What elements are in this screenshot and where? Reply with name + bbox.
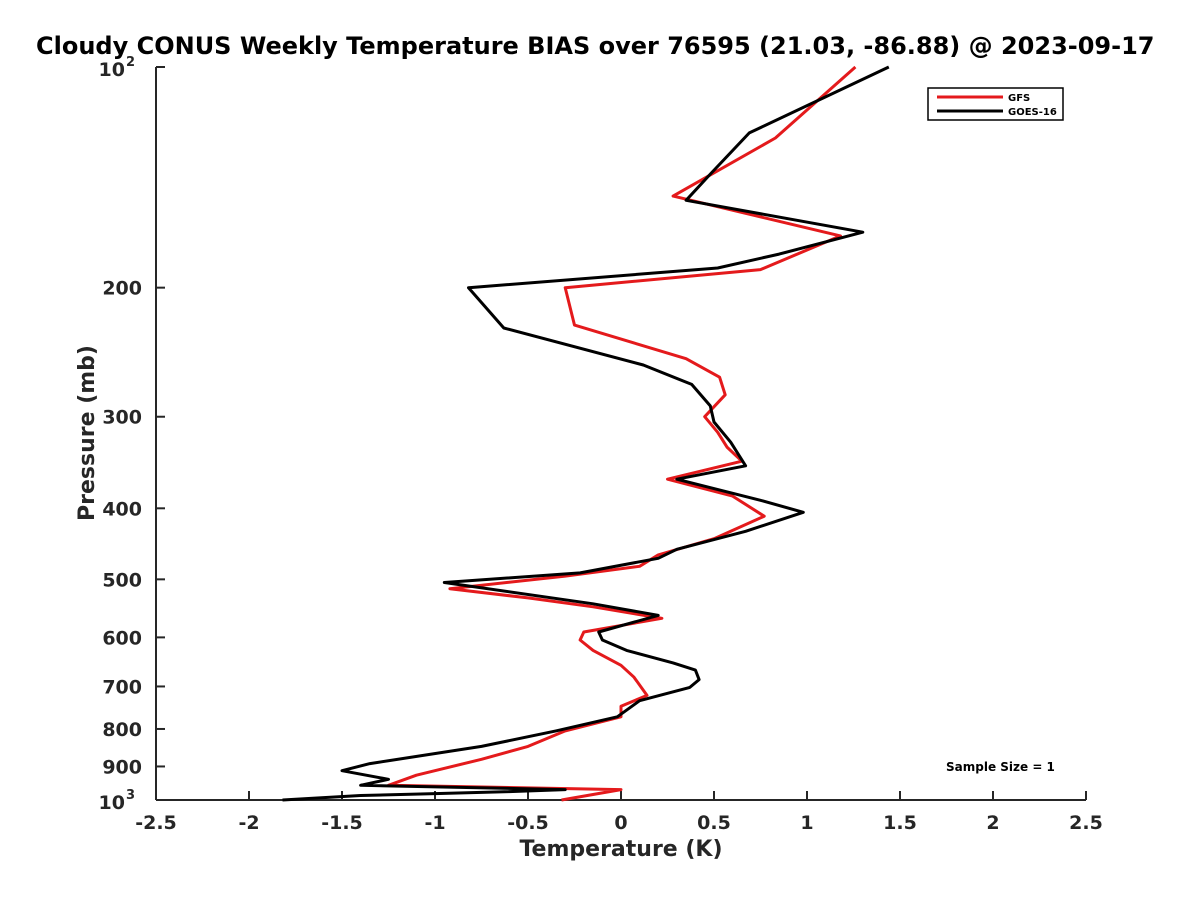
y-tick-label: 300 xyxy=(102,407,142,429)
y-tick-label: 500 xyxy=(102,569,142,591)
x-tick-label: 2.5 xyxy=(1069,812,1103,834)
y-tick-label: 400 xyxy=(102,498,142,520)
x-tick-label: 0 xyxy=(614,812,627,834)
legend: GFS GOES-16 xyxy=(927,87,1064,121)
legend-gfs-label: GFS xyxy=(1008,93,1030,104)
y-tick-label-base: 10 xyxy=(99,792,125,814)
x-tick-label: 0.5 xyxy=(697,812,731,834)
x-tick-label: -0.5 xyxy=(507,812,549,834)
y-tick-label: 900 xyxy=(102,756,142,778)
y-tick-label-base: 10 xyxy=(99,59,125,81)
y-tick-label-exponent: 3 xyxy=(126,788,135,803)
x-tick-label: 1.5 xyxy=(883,812,917,834)
x-tick-label: -2 xyxy=(238,812,259,834)
legend-box xyxy=(927,87,1064,121)
series-group xyxy=(282,65,890,802)
y-tick-label: 200 xyxy=(102,278,142,300)
x-tick-label: 2 xyxy=(986,812,999,834)
legend-goes16-label: GOES-16 xyxy=(1008,107,1057,118)
x-tick-label: -1.5 xyxy=(321,812,363,834)
x-tick-label: -1 xyxy=(424,812,445,834)
y-tick-label: 800 xyxy=(102,719,142,741)
sample-size-annotation: Sample Size = 1 xyxy=(946,760,1055,774)
y-tick-label: 600 xyxy=(102,627,142,649)
x-tick-label: -2.5 xyxy=(135,812,177,834)
chart-title: Cloudy CONUS Weekly Temperature BIAS ove… xyxy=(36,32,1154,60)
x-axis-label: Temperature (K) xyxy=(519,837,722,862)
x-ticks: -2.5 -2 -1.5 -1 -0.5 0 0.5 1 1.5 2 2.5 xyxy=(135,791,1103,834)
series-line-goes16 xyxy=(282,65,890,802)
y-tick-label: 700 xyxy=(102,676,142,698)
y-axis-label: Pressure (mb) xyxy=(75,345,100,521)
x-tick-label: 1 xyxy=(800,812,813,834)
y-tick-label-exponent: 2 xyxy=(126,55,135,70)
